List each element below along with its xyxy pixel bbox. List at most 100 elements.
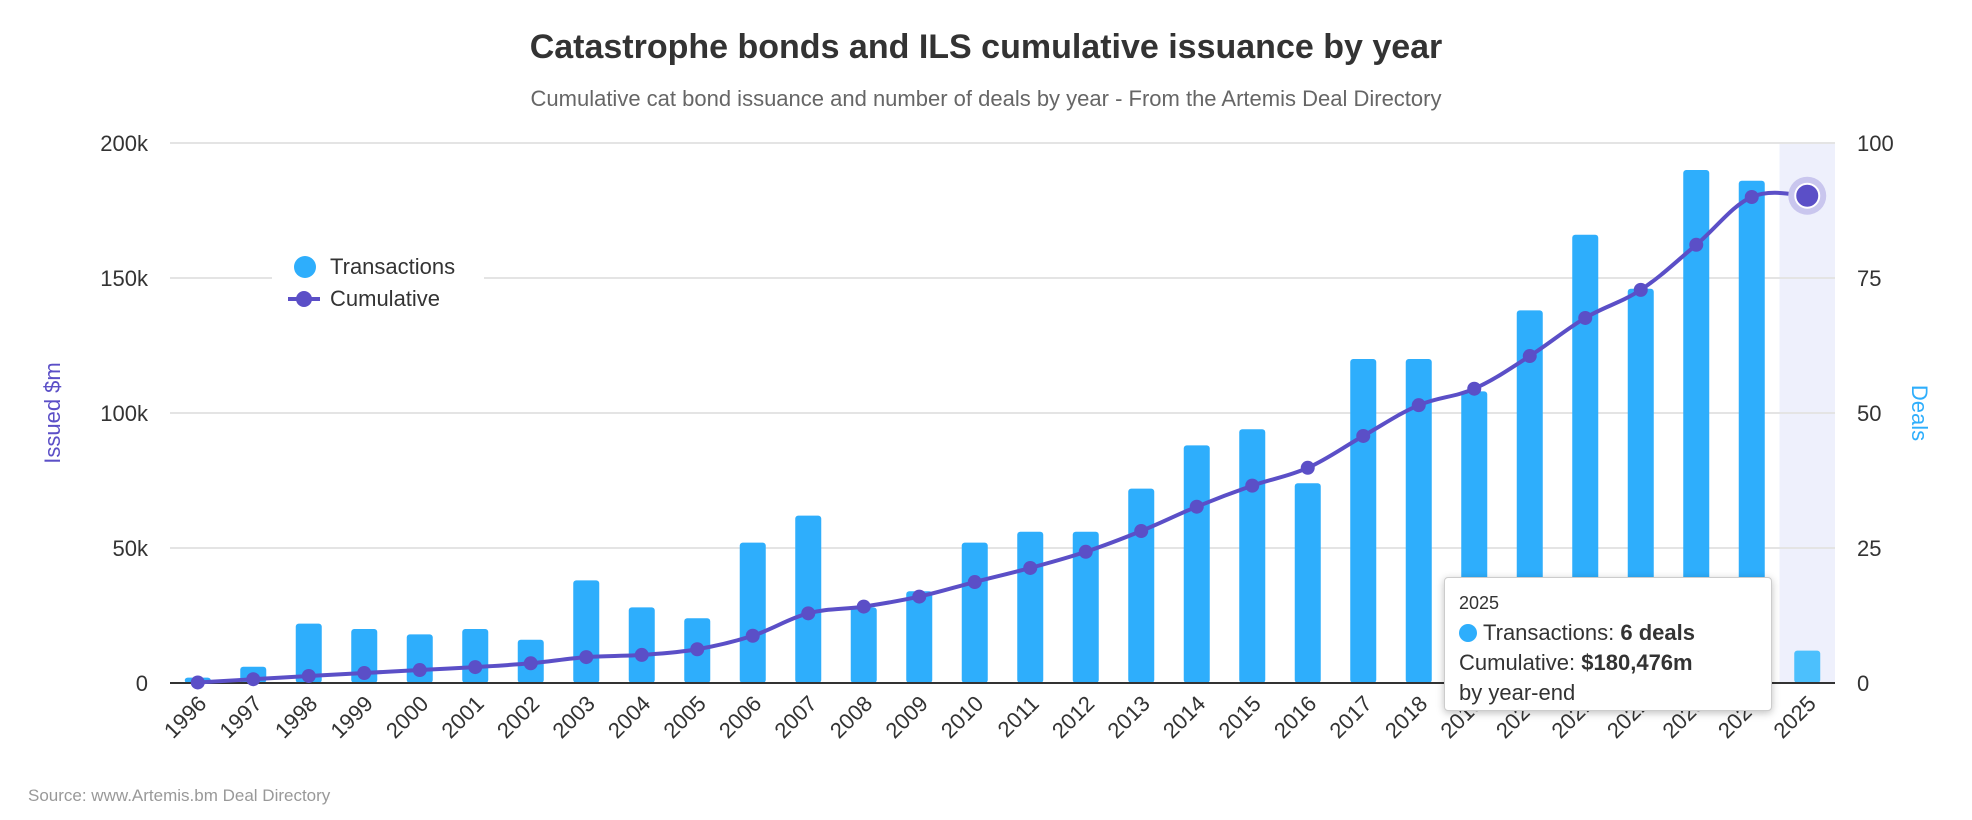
legend-bar-marker-icon: [294, 256, 316, 278]
bar-2015: [1239, 429, 1266, 683]
point-2023: [1689, 237, 1704, 252]
point-2015: [1245, 478, 1260, 493]
x-tick-label: 2011: [993, 691, 1044, 742]
x-tick-label: 2025: [1768, 691, 1820, 743]
source-credit[interactable]: Source: www.Artemis.bm Deal Directory: [28, 786, 331, 805]
bar-2010: [961, 542, 988, 683]
point-1998: [301, 668, 316, 683]
bar-2017: [1350, 359, 1377, 683]
x-tick-label: 1998: [270, 691, 322, 743]
tooltip-cumulative-value: $180,476m: [1581, 650, 1693, 675]
right-tick-label: 50: [1857, 401, 1881, 426]
bar-1998: [295, 623, 322, 683]
x-tick-label: 2009: [880, 691, 932, 743]
tooltip-cumulative: Cumulative: $180,476m: [1459, 648, 1757, 678]
left-tick-label: 100k: [100, 401, 149, 426]
bar-2013: [1128, 488, 1155, 683]
point-2009: [912, 589, 927, 604]
bar-2021: [1572, 234, 1599, 684]
tooltip-year: 2025: [1459, 593, 1500, 613]
bar-2024: [1738, 180, 1765, 684]
bar-2025: [1794, 650, 1821, 683]
x-tick-label: 2015: [1213, 691, 1265, 743]
left-tick-label: 50k: [113, 536, 149, 561]
point-2024: [1744, 190, 1759, 204]
point-2002: [523, 656, 538, 671]
point-2020: [1522, 349, 1537, 364]
x-tick-label: 2007: [769, 691, 821, 743]
point-2010: [967, 575, 982, 590]
bar-2006: [739, 542, 766, 683]
point-2022: [1633, 282, 1648, 297]
point-2021: [1578, 310, 1593, 325]
x-tick-label: 1999: [325, 691, 377, 743]
x-tick-label: 2014: [1158, 691, 1210, 743]
bar-2023: [1683, 170, 1710, 683]
bar-2003: [573, 580, 600, 683]
point-1997: [246, 672, 261, 687]
bar-2018: [1405, 359, 1432, 683]
x-tick-label: 2003: [547, 691, 599, 743]
x-tick-label: 1997: [214, 691, 266, 743]
right-tick-label: 100: [1857, 131, 1894, 156]
left-tick-label: 150k: [100, 266, 149, 291]
point-2007: [801, 606, 816, 621]
legend-line-marker-icon: [288, 291, 320, 307]
x-tick-label: 2004: [603, 691, 655, 743]
point-2011: [1023, 560, 1038, 575]
bar-2007: [795, 515, 822, 683]
point-2000: [412, 663, 427, 678]
tooltip-transactions-value: 6 deals: [1620, 620, 1695, 645]
point-1996: [190, 675, 205, 690]
x-tick-label: 1996: [159, 691, 211, 743]
bar-2011: [1017, 531, 1044, 683]
tooltip: 2025 Transactions: 6 deals Cumulative: $…: [1444, 577, 1772, 711]
x-tick-label: 2012: [1047, 691, 1099, 743]
tooltip-cumulative-label: Cumulative:: [1459, 650, 1582, 675]
point-2016: [1300, 460, 1315, 475]
bar-2016: [1294, 483, 1321, 683]
point-2001: [468, 660, 483, 675]
point-2008: [856, 599, 871, 614]
point-2005: [690, 642, 705, 657]
chart-subtitle: Cumulative cat bond issuance and number …: [530, 86, 1442, 111]
right-tick-label: 75: [1857, 266, 1881, 291]
point-2017: [1356, 428, 1371, 443]
bar-2014: [1183, 445, 1210, 683]
tooltip-suffix: by year-end: [1459, 680, 1576, 705]
bar-2008: [850, 607, 877, 683]
point-2004: [634, 647, 649, 662]
point-2025: [1794, 182, 1821, 209]
transactions-dot-icon: [1459, 624, 1477, 642]
left-tick-label: 200k: [100, 131, 149, 156]
tooltip-transactions: Transactions: 6 deals: [1459, 618, 1757, 648]
tooltip-transactions-label: Transactions:: [1483, 620, 1621, 645]
bar-2001: [462, 629, 489, 683]
point-2006: [745, 628, 760, 643]
x-tick-label: 2008: [825, 691, 877, 743]
x-tick-label: 2006: [714, 691, 766, 743]
x-tick-label: 2013: [1102, 691, 1154, 743]
chart-title: Catastrophe bonds and ILS cumulative iss…: [529, 28, 1443, 66]
left-axis-title: Issued $m: [40, 362, 65, 464]
x-tick-label: 2018: [1380, 691, 1432, 743]
x-tick-label: 2002: [492, 691, 544, 743]
x-tick-label: 2005: [658, 691, 710, 743]
point-1999: [357, 666, 372, 681]
point-2014: [1189, 499, 1204, 514]
right-tick-label: 0: [1857, 671, 1869, 696]
point-2003: [579, 650, 594, 665]
point-2018: [1411, 398, 1426, 413]
right-axis-title: Deals: [1907, 385, 1932, 441]
legend-label: Transactions: [330, 254, 456, 279]
x-tick-label: 2000: [381, 691, 433, 743]
point-2013: [1134, 523, 1149, 538]
bar-2009: [906, 591, 933, 683]
bar-2012: [1072, 531, 1099, 683]
bar-2004: [628, 607, 655, 683]
bar-1999: [351, 629, 378, 683]
x-tick-label: 2016: [1269, 691, 1321, 743]
right-tick-label: 25: [1857, 536, 1881, 561]
left-tick-label: 0: [136, 671, 148, 696]
x-tick-label: 2010: [936, 691, 988, 743]
